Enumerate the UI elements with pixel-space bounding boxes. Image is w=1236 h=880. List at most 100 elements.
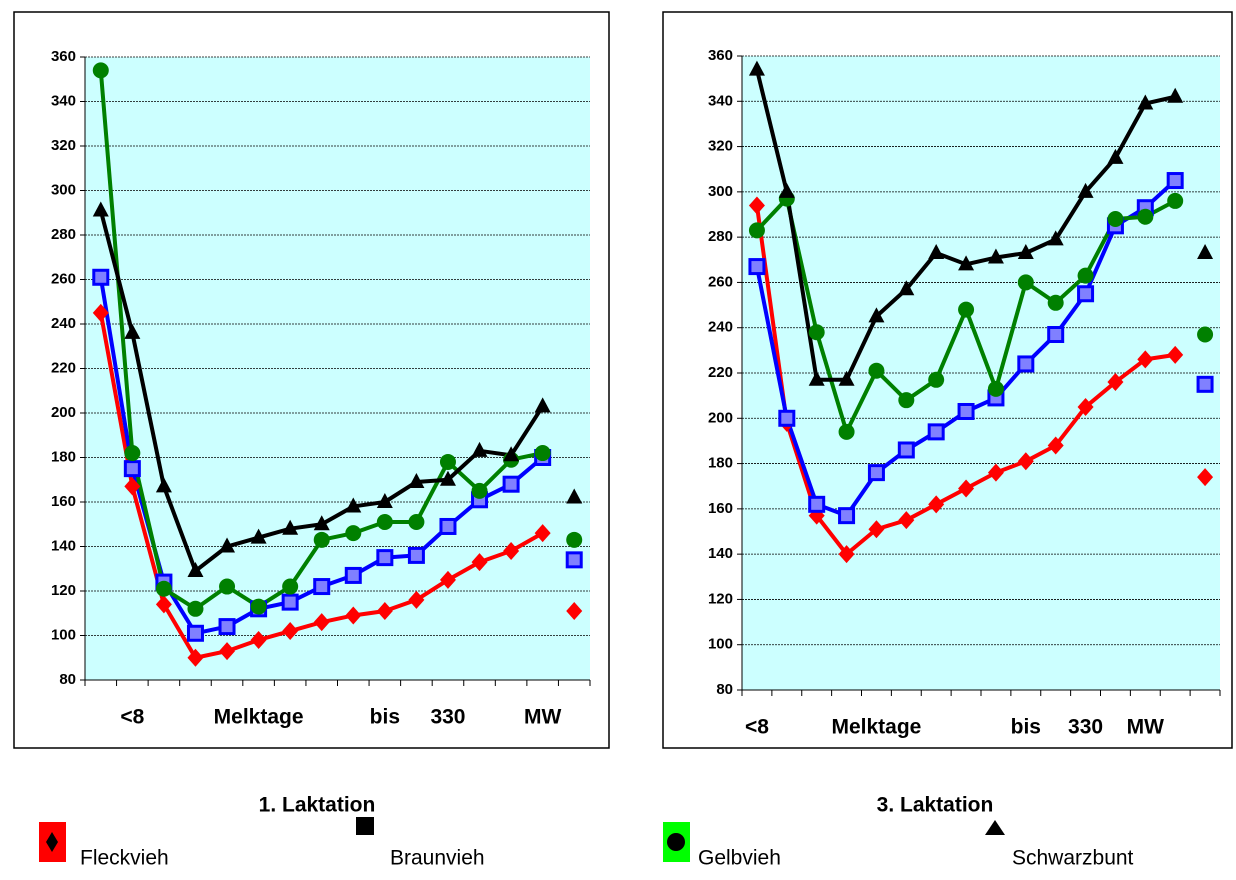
marker [838,423,855,440]
y-tick-label: 140 [51,537,76,554]
marker [868,307,885,323]
marker [123,460,141,478]
marker [1077,182,1094,198]
marker [1077,267,1094,284]
marker [1166,172,1184,190]
y-tick-label: 260 [51,270,76,287]
marker [897,441,915,459]
marker [1137,208,1154,225]
marker [186,624,204,642]
marker [1137,94,1154,110]
marker [1107,211,1124,228]
marker [958,255,975,271]
marker [868,362,885,379]
marker [838,370,855,386]
marker [219,537,236,553]
marker [408,472,425,488]
marker [92,268,110,286]
marker [281,593,299,611]
x-tick-label: bis [370,706,400,729]
marker [471,553,488,572]
marker [313,515,330,531]
marker [219,642,236,661]
legend-label: Fleckvieh [80,847,169,870]
y-tick-label: 340 [708,92,733,109]
legend-marker [667,833,685,851]
marker [565,551,583,569]
marker [376,602,393,621]
marker [282,578,299,595]
marker [92,303,109,322]
marker [1077,285,1095,303]
y-tick-label: 120 [51,582,76,599]
y-tick-label: 180 [708,455,733,472]
legend-label: Schwarzbunt [1012,847,1134,870]
marker [503,541,520,560]
marker [928,495,945,514]
marker [808,495,826,513]
marker [439,453,456,470]
marker [1017,243,1034,259]
y-tick-label: 240 [708,319,733,336]
marker [1017,452,1034,471]
marker [502,475,520,493]
marker [1047,230,1064,246]
marker [566,531,583,548]
marker [250,598,267,615]
marker [376,514,393,531]
y-tick-label: 260 [708,273,733,290]
marker [439,517,457,535]
marker [345,497,362,513]
marker [958,479,975,498]
y-tick-label: 160 [708,500,733,517]
marker [219,578,236,595]
marker [1047,436,1064,455]
marker [534,397,551,413]
marker [345,606,362,625]
marker [987,463,1004,482]
marker [1197,326,1214,343]
y-tick-label: 100 [51,626,76,643]
marker [1077,397,1094,416]
marker [1167,87,1184,103]
legend-marker [356,817,374,835]
x-tick-label: MW [1127,716,1164,739]
y-tick-label: 340 [51,92,76,109]
x-tick-label: <8 [745,716,769,739]
marker [1137,350,1154,369]
x-tick-label: Melktage [214,706,304,729]
chart-title: 1. Laktation [259,794,376,817]
y-tick-label: 160 [51,493,76,510]
marker [898,280,915,296]
marker [345,525,362,542]
marker [313,578,331,596]
marker [1197,243,1214,259]
y-tick-label: 80 [716,681,733,698]
marker [187,600,204,617]
marker [471,482,488,499]
y-tick-label: 320 [51,137,76,154]
marker [1196,375,1214,393]
marker [1107,148,1124,164]
marker [838,545,855,564]
y-tick-label: 220 [708,364,733,381]
y-tick-label: 300 [51,181,76,198]
marker [928,371,945,388]
marker [927,423,945,441]
y-tick-label: 360 [51,48,76,65]
marker [987,380,1004,397]
y-tick-label: 360 [708,47,733,64]
marker [534,445,551,462]
legend-label: Gelbvieh [698,847,781,870]
marker [407,546,425,564]
x-tick-label: Melktage [832,716,922,739]
legend-marker [985,820,1005,835]
marker [868,520,885,539]
y-tick-label: 120 [708,590,733,607]
x-tick-label: <8 [120,706,144,729]
chart-title: 3. Laktation [877,794,994,817]
marker [748,60,765,76]
x-tick-label: MW [524,706,561,729]
